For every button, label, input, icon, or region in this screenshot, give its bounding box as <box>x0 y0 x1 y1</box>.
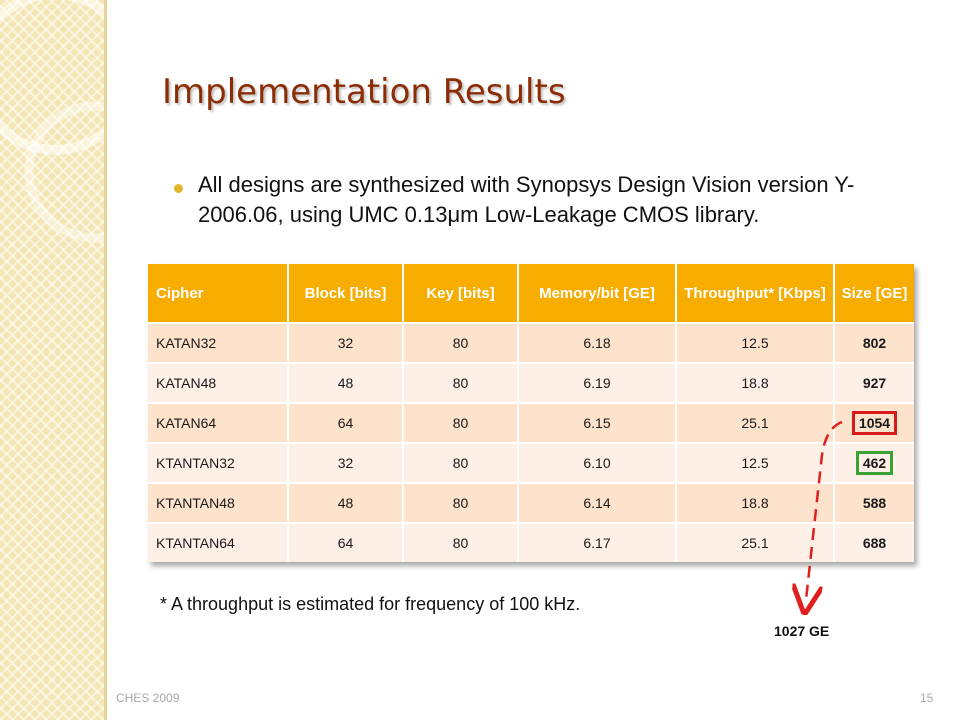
cell-throughput: 12.5 <box>676 322 835 363</box>
strip-border <box>104 0 107 720</box>
bullet-text: All designs are synthesized with Synopsy… <box>198 172 855 227</box>
page-number: 15 <box>920 691 934 705</box>
cell-cipher: KTANTAN32 <box>148 442 289 483</box>
bullet-dot-icon <box>174 184 183 193</box>
cell-size: 588 <box>834 482 914 523</box>
decorative-circles <box>0 0 104 243</box>
table-row: KATAN48 48 80 6.19 18.8 927 <box>148 362 914 403</box>
cell-block: 32 <box>288 322 404 363</box>
cell-memory: 6.17 <box>518 522 677 562</box>
cell-key: 80 <box>403 482 519 523</box>
header-memory-bit: Memory/bit [GE] <box>518 264 677 323</box>
table-row: KATAN64 64 80 6.15 25.1 1054 <box>148 402 914 443</box>
cell-cipher: KATAN48 <box>148 362 289 403</box>
cell-throughput: 12.5 <box>676 442 835 483</box>
header-throughput: Throughput* [Kbps] <box>676 264 835 323</box>
footer-conference: CHES 2009 <box>116 691 180 705</box>
results-table: Cipher Block [bits] Key [bits] Memory/bi… <box>148 264 914 562</box>
cell-memory: 6.18 <box>518 322 677 363</box>
cell-key: 80 <box>403 522 519 562</box>
cell-cipher: KTANTAN48 <box>148 482 289 523</box>
cell-throughput: 18.8 <box>676 362 835 403</box>
cell-memory: 6.15 <box>518 402 677 443</box>
table-header-row: Cipher Block [bits] Key [bits] Memory/bi… <box>148 264 914 323</box>
cell-cipher: KATAN32 <box>148 322 289 363</box>
cell-memory: 6.10 <box>518 442 677 483</box>
table-row: KTANTAN64 64 80 6.17 25.1 688 <box>148 522 914 562</box>
cell-block: 32 <box>288 442 404 483</box>
cell-memory: 6.19 <box>518 362 677 403</box>
slide-title: Implementation Results <box>162 72 566 112</box>
annotation-label: 1027 GE <box>774 623 830 639</box>
cell-cipher: KATAN64 <box>148 402 289 443</box>
cell-memory: 6.14 <box>518 482 677 523</box>
cell-key: 80 <box>403 442 519 483</box>
highlight-box-red: 1054 <box>851 411 898 435</box>
cell-size-highlight-green: 462 <box>834 442 914 483</box>
header-key: Key [bits] <box>403 264 519 323</box>
cell-throughput: 25.1 <box>676 522 835 562</box>
table-row: KTANTAN48 48 80 6.14 18.8 588 <box>148 482 914 523</box>
header-size: Size [GE] <box>834 264 914 323</box>
cell-key: 80 <box>403 402 519 443</box>
cell-size: 688 <box>834 522 914 562</box>
cell-key: 80 <box>403 322 519 363</box>
cell-throughput: 25.1 <box>676 402 835 443</box>
cell-block: 48 <box>288 482 404 523</box>
cell-block: 48 <box>288 362 404 403</box>
header-cipher: Cipher <box>148 264 289 323</box>
cell-size-highlight-red: 1054 <box>834 402 914 443</box>
header-block: Block [bits] <box>288 264 404 323</box>
cell-cipher: KTANTAN64 <box>148 522 289 562</box>
cell-block: 64 <box>288 402 404 443</box>
table-row: KATAN32 32 80 6.18 12.5 802 <box>148 322 914 363</box>
highlight-box-green: 462 <box>855 451 894 475</box>
cell-size: 802 <box>834 322 914 363</box>
decorative-side-strip <box>0 0 104 720</box>
cell-key: 80 <box>403 362 519 403</box>
cell-size: 927 <box>834 362 914 403</box>
footnote: * A throughput is estimated for frequenc… <box>160 594 581 614</box>
table-row: KTANTAN32 32 80 6.10 12.5 462 <box>148 442 914 483</box>
cell-throughput: 18.8 <box>676 482 835 523</box>
cell-block: 64 <box>288 522 404 562</box>
